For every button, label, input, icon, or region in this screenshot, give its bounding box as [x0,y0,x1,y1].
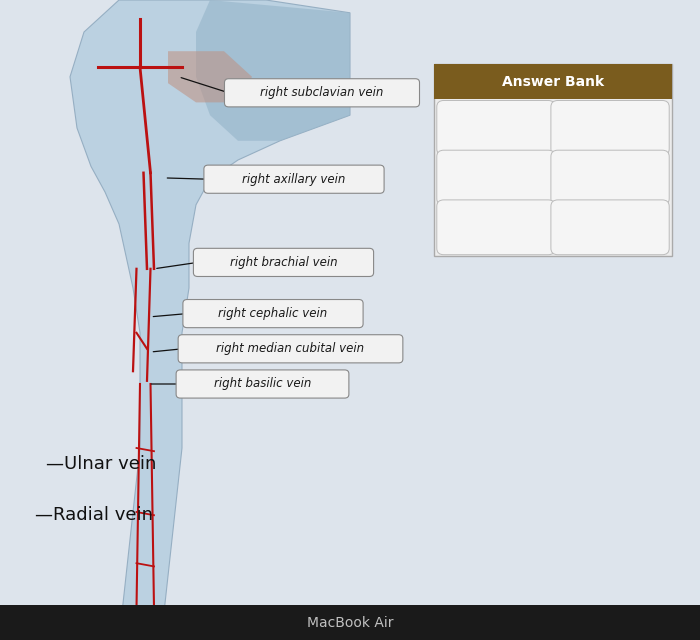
Text: —Ulnar vein: —Ulnar vein [46,455,156,473]
FancyBboxPatch shape [434,64,672,99]
FancyBboxPatch shape [551,100,669,156]
FancyBboxPatch shape [437,200,555,255]
Polygon shape [168,51,252,102]
FancyBboxPatch shape [204,165,384,193]
Text: right cephalic vein: right cephalic vein [218,307,328,320]
Polygon shape [70,0,350,640]
Text: —Radial vein: —Radial vein [35,506,153,524]
FancyBboxPatch shape [437,100,555,156]
FancyBboxPatch shape [193,248,374,276]
Text: right basilic vein: right basilic vein [214,378,312,390]
Text: MacBook Air: MacBook Air [307,616,393,630]
Text: right axillary vein: right axillary vein [242,173,346,186]
FancyBboxPatch shape [437,150,555,205]
FancyBboxPatch shape [178,335,402,363]
FancyBboxPatch shape [183,300,363,328]
FancyBboxPatch shape [551,150,669,205]
FancyBboxPatch shape [551,200,669,255]
Text: right median cubital vein: right median cubital vein [216,342,365,355]
Text: right brachial vein: right brachial vein [230,256,337,269]
Polygon shape [196,0,350,141]
Text: Answer Bank: Answer Bank [502,75,604,88]
FancyBboxPatch shape [176,370,349,398]
FancyBboxPatch shape [434,64,672,256]
Text: right subclavian vein: right subclavian vein [260,86,384,99]
Bar [0,605,700,640]
FancyBboxPatch shape [225,79,419,107]
